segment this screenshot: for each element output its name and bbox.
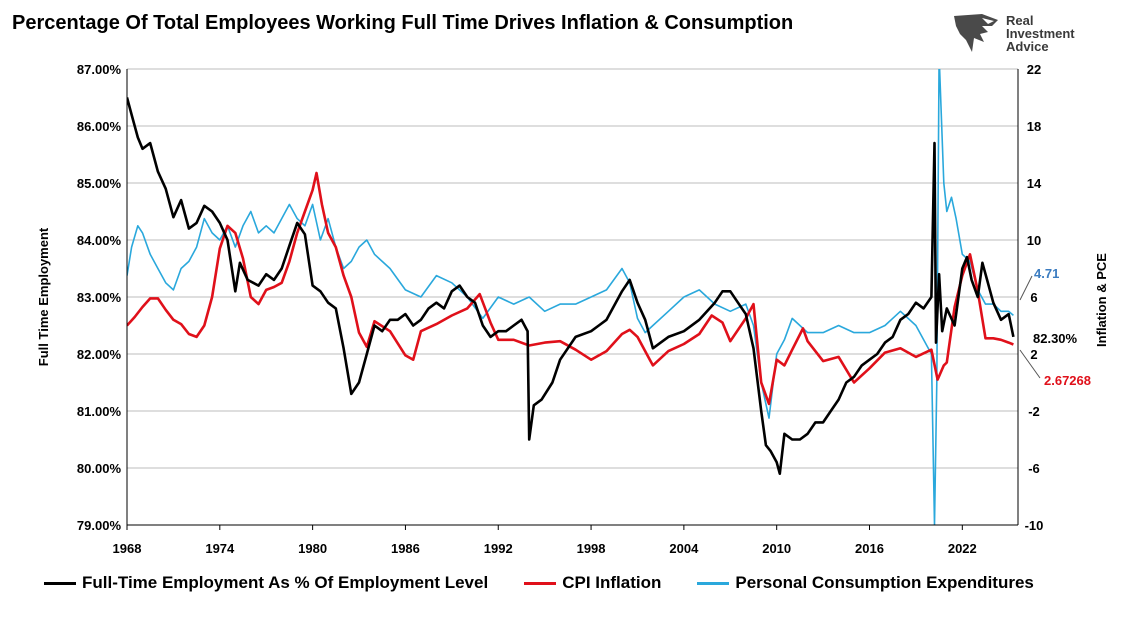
- y-axis-left-title: Full Time Employment: [36, 227, 51, 366]
- logo: Real Investment Advice: [952, 12, 1102, 60]
- x-tick-label: 1980: [298, 541, 327, 556]
- logo-line-3: Advice: [1006, 39, 1049, 54]
- y-right-tick-label: 22: [1027, 62, 1041, 77]
- fte-series-line: [127, 97, 1015, 476]
- legend-item-pce: Personal Consumption Expenditures: [697, 573, 1034, 593]
- tick-labels: 79.00% 80.00% 81.00% 82.00% 83.00% 84.00% 85.0…: [77, 62, 1043, 556]
- y-right-tick-label: 10: [1027, 233, 1041, 248]
- logo-line-1: Real: [1006, 13, 1034, 28]
- y-right-tick-label: -2: [1028, 404, 1040, 419]
- legend-swatch-cpi: [524, 581, 557, 585]
- legend-label-cpi: CPI Inflation: [562, 573, 662, 592]
- legend-swatch-fte: [44, 581, 76, 585]
- chart-title: Percentage Of Total Employees Working Fu…: [12, 12, 794, 34]
- y-right-tick-label: -6: [1028, 461, 1040, 476]
- legend-item-cpi: CPI Inflation: [524, 573, 661, 593]
- series-lines: [127, 69, 1015, 525]
- x-tick-label: 1986: [391, 541, 420, 556]
- cpi-end-label: 2.67268: [1044, 373, 1091, 388]
- x-tick-label: 1974: [205, 541, 235, 556]
- legend: Full-Time Employment As % Of Employment …: [44, 573, 1070, 593]
- y-right-tick-label: 6: [1030, 290, 1037, 305]
- x-tick-label: 2004: [669, 541, 699, 556]
- eagle-logo-icon: [954, 14, 998, 52]
- x-tick-label: 2016: [855, 541, 884, 556]
- x-tick-label: 1998: [577, 541, 606, 556]
- cpi-end-leader: [1019, 349, 1041, 379]
- y-left-tick-label: 79.00%: [77, 518, 122, 533]
- x-tick-label: 1968: [113, 541, 142, 556]
- y-right-tick-label: 14: [1027, 176, 1042, 191]
- legend-swatch-pce: [697, 581, 730, 585]
- x-tick-label: 2022: [948, 541, 977, 556]
- x-tick-label: 2010: [762, 541, 791, 556]
- pce-end-label: 4.71: [1034, 266, 1059, 281]
- grid-lines: [127, 68, 1018, 526]
- logo-line-2: Investment: [1006, 26, 1075, 41]
- y-right-tick-label: 18: [1027, 119, 1041, 134]
- y-left-tick-label: 83.00%: [77, 290, 122, 305]
- axes: [126, 69, 1019, 530]
- y-left-tick-label: 86.00%: [77, 119, 122, 134]
- y-left-tick-label: 87.00%: [77, 62, 122, 77]
- cpi-series-line: [127, 171, 1014, 406]
- legend-label-pce: Personal Consumption Expenditures: [735, 573, 1034, 592]
- y-left-tick-label: 80.00%: [77, 461, 122, 476]
- y-right-tick-label: 2: [1030, 347, 1037, 362]
- y-axis-right-title: Inflation & PCE: [1094, 253, 1109, 347]
- logo-text: Real Investment Advice: [1006, 14, 1075, 53]
- y-left-tick-label: 84.00%: [77, 233, 122, 248]
- legend-item-fte: Full-Time Employment As % Of Employment …: [44, 573, 488, 593]
- fte-end-label: 82.30%: [1033, 331, 1078, 346]
- y-right-tick-label: -10: [1025, 518, 1044, 533]
- y-left-tick-label: 81.00%: [77, 404, 122, 419]
- y-left-tick-label: 82.00%: [77, 347, 122, 362]
- pce-series-line: [127, 69, 1014, 525]
- x-tick-label: 1992: [484, 541, 513, 556]
- y-left-tick-label: 85.00%: [77, 176, 122, 191]
- pce-end-leader: [1019, 275, 1033, 301]
- legend-label-fte: Full-Time Employment As % Of Employment …: [82, 573, 489, 592]
